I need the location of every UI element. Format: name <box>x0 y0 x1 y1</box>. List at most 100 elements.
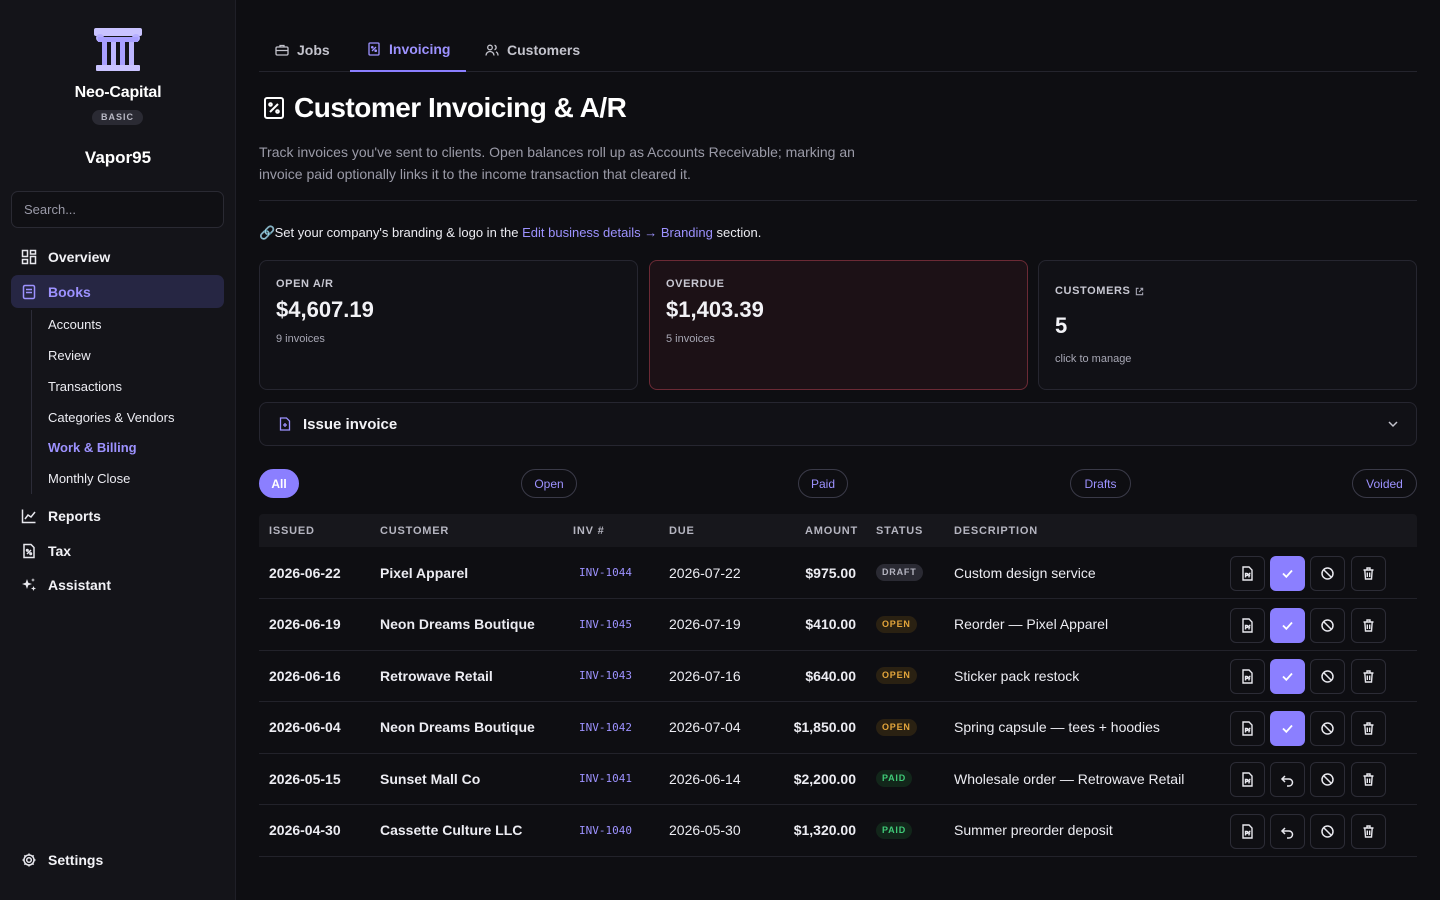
sub-item-monthly-close[interactable]: Monthly Close <box>48 471 131 486</box>
delete-button[interactable] <box>1351 813 1386 849</box>
undo-icon <box>1280 775 1294 787</box>
void-icon <box>1321 618 1334 632</box>
link-icon: 🔗 <box>259 225 276 240</box>
page-title: Customer Invoicing & A/R <box>263 92 627 124</box>
filter-voided[interactable]: Voided <box>1352 469 1417 498</box>
tab-jobs[interactable]: Jobs <box>275 28 330 72</box>
grid-icon <box>21 249 37 264</box>
search-input[interactable] <box>11 191 224 228</box>
delete-button[interactable] <box>1351 607 1386 643</box>
trash-icon <box>1363 567 1374 580</box>
issue-invoice-label: Issue invoice <box>303 415 398 433</box>
customer-name[interactable]: Sunset Mall Co <box>380 770 481 787</box>
nav-settings[interactable]: Settings <box>11 843 224 876</box>
filter-paid[interactable]: Paid <box>798 469 848 498</box>
delete-button[interactable] <box>1351 762 1386 797</box>
mark-unpaid-button[interactable] <box>1270 813 1305 849</box>
sub-item-accounts[interactable]: Accounts <box>48 317 102 332</box>
pdf-button[interactable] <box>1230 556 1265 591</box>
sub-item-work-billing[interactable]: Work & Billing <box>48 440 137 455</box>
table-row[interactable]: 2026-06-16 Retrowave Retail INV-1043 2026-0… <box>259 650 1417 702</box>
mark-paid-button[interactable] <box>1270 659 1305 694</box>
invoice-number[interactable]: INV-1042 <box>579 720 632 734</box>
void-button[interactable] <box>1310 710 1345 746</box>
undo-icon <box>1280 826 1294 839</box>
check-icon <box>1282 569 1293 579</box>
trash-icon <box>1363 618 1374 632</box>
nav-overview[interactable]: Overview <box>11 240 224 273</box>
delete-button[interactable] <box>1351 556 1386 591</box>
table-row[interactable]: 2026-04-30 Cassette Culture LLC INV-1040 20… <box>259 805 1417 857</box>
delete-button[interactable] <box>1351 659 1386 694</box>
open-ar-count: 9 invoices <box>276 333 325 345</box>
void-button[interactable] <box>1310 813 1345 849</box>
mark-paid-button[interactable] <box>1270 710 1305 746</box>
tab-label: Invoicing <box>389 41 451 57</box>
void-icon <box>1321 721 1334 735</box>
customer-name[interactable]: Cassette Culture LLC <box>380 822 523 838</box>
invoice-number[interactable]: INV-1045 <box>579 617 632 631</box>
mark-paid-button[interactable] <box>1270 556 1305 591</box>
table-row[interactable]: 2026-06-04 Neon Dreams Boutique INV-1042 20… <box>259 702 1417 754</box>
tab-customers[interactable]: Customers <box>485 28 580 72</box>
org-name: Neo-Capital <box>74 84 162 101</box>
invoice-number[interactable]: INV-1041 <box>579 772 632 785</box>
filter-all[interactable]: All <box>259 469 299 498</box>
file-pdf-icon <box>1242 617 1253 633</box>
filter-open[interactable]: Open <box>521 469 577 498</box>
issue-invoice-panel[interactable]: Issue invoice <box>259 402 1417 446</box>
receipt-icon <box>264 97 284 119</box>
pdf-button[interactable] <box>1230 659 1265 694</box>
sub-item-transactions[interactable]: Transactions <box>48 379 122 394</box>
void-button[interactable] <box>1310 556 1345 591</box>
invoice-number[interactable]: INV-1040 <box>579 823 632 837</box>
mark-paid-button[interactable] <box>1270 607 1305 643</box>
customers-value: 5 <box>1055 313 1068 338</box>
trash-icon <box>1363 773 1374 786</box>
nav-label: Overview <box>48 248 111 265</box>
nav-reports[interactable]: Reports <box>11 499 224 532</box>
file-plus-icon <box>279 417 291 431</box>
customer-name[interactable]: Neon Dreams Boutique <box>380 616 535 632</box>
nav-books[interactable]: Books <box>11 275 224 308</box>
customer-name[interactable]: Retrowave Retail <box>380 667 493 684</box>
customer-name[interactable]: Pixel Apparel <box>380 564 469 581</box>
delete-button[interactable] <box>1351 710 1386 746</box>
tab-invoicing[interactable]: Invoicing <box>350 28 467 72</box>
open-ar-value: $4,607.19 <box>276 297 374 322</box>
nav-assistant[interactable]: Assistant <box>11 568 224 601</box>
gear-icon <box>22 853 36 866</box>
table-row[interactable]: 2026-06-19 Neon Dreams Boutique INV-1045 20… <box>259 599 1417 651</box>
amount: $1,850.00 <box>793 719 856 735</box>
column-logo-icon <box>94 28 142 71</box>
invoice-number[interactable]: INV-1044 <box>579 566 632 579</box>
pdf-button[interactable] <box>1230 762 1265 797</box>
sub-item-review[interactable]: Review <box>48 348 91 363</box>
pdf-button[interactable] <box>1230 813 1265 849</box>
edit-branding-link[interactable]: Edit business details → Branding <box>522 225 713 240</box>
trash-icon <box>1363 824 1374 838</box>
trash-icon <box>1363 670 1374 683</box>
table-row[interactable]: 2026-06-22 Pixel Apparel INV-1044 2026-07-2… <box>259 547 1417 599</box>
nav-tax[interactable]: Tax <box>11 534 224 567</box>
status-badge: OPEN <box>876 718 917 736</box>
void-icon <box>1321 824 1334 838</box>
mark-unpaid-button[interactable] <box>1270 762 1305 797</box>
filter-drafts[interactable]: Drafts <box>1070 469 1131 498</box>
table-row[interactable]: 2026-05-15 Sunset Mall Co INV-1041 2026-06-… <box>259 753 1417 805</box>
invoice-number[interactable]: INV-1043 <box>579 669 632 682</box>
sub-item-categories-vendors[interactable]: Categories & Vendors <box>48 410 175 425</box>
void-button[interactable] <box>1310 762 1345 797</box>
description: Spring capsule — tees + hoodies <box>954 719 1160 735</box>
issued-date: 2026-06-22 <box>269 564 341 581</box>
void-button[interactable] <box>1310 607 1345 643</box>
void-button[interactable] <box>1310 659 1345 694</box>
description: Custom design service <box>954 564 1096 581</box>
due-date: 2026-05-30 <box>669 822 741 838</box>
pdf-button[interactable] <box>1230 607 1265 643</box>
customer-name[interactable]: Neon Dreams Boutique <box>380 719 535 735</box>
customers-label-text: CUSTOMERS <box>1055 285 1131 297</box>
pdf-button[interactable] <box>1230 710 1265 746</box>
branding-note: 🔗 Set your company's branding & logo in … <box>259 225 761 241</box>
customers-card[interactable]: CUSTOMERS 5 click to manage <box>1038 260 1417 390</box>
